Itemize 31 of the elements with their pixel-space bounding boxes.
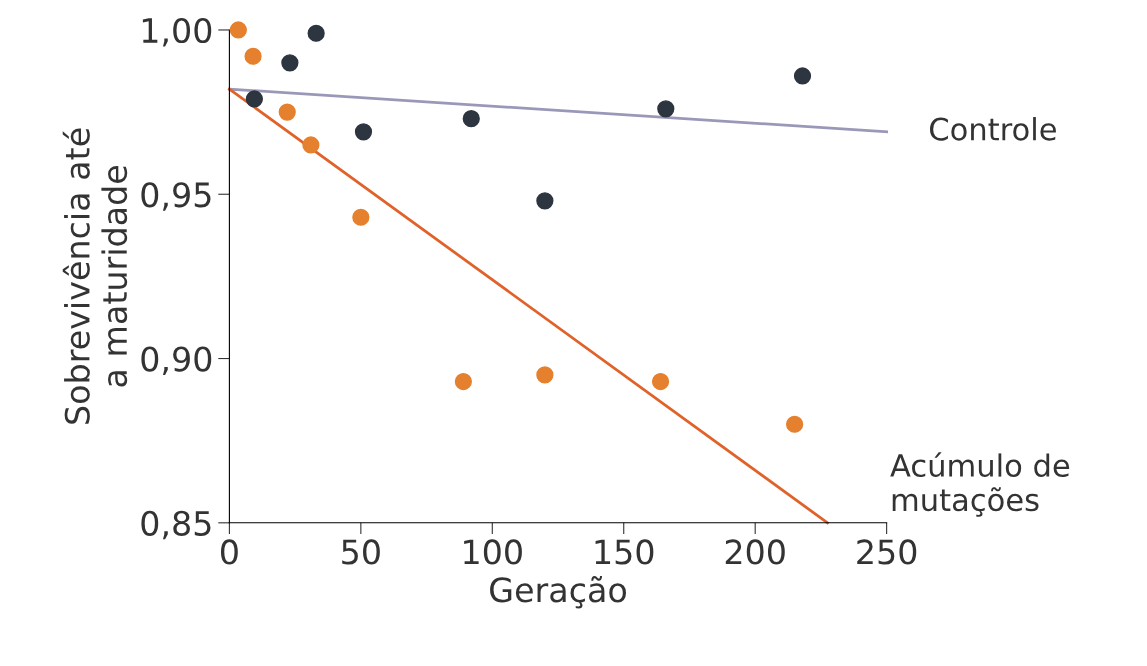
point xyxy=(793,67,812,85)
point xyxy=(302,136,320,154)
point xyxy=(354,123,373,141)
point xyxy=(536,366,554,384)
y-tick-label: 0,90 xyxy=(141,346,212,376)
point xyxy=(462,110,480,128)
x-tick-label: 200 xyxy=(725,539,785,565)
text: Acúmulo de mutações xyxy=(890,452,1070,517)
point xyxy=(536,192,554,210)
point xyxy=(352,208,370,226)
x-tick-label: 150 xyxy=(595,539,654,565)
point xyxy=(278,103,296,121)
point xyxy=(244,47,262,65)
point xyxy=(657,100,675,118)
point xyxy=(651,372,670,391)
y-tick-label: 0,95 xyxy=(141,182,211,211)
x-tick-label: 250 xyxy=(857,539,917,565)
y-tick-label: 1,00 xyxy=(142,17,212,47)
x-axis-title: Geração xyxy=(490,576,626,609)
series-label: Controle xyxy=(930,117,1056,141)
point xyxy=(229,21,247,39)
y-axis-title: Sobrevivência até a maturidade xyxy=(62,128,128,424)
point xyxy=(245,90,263,108)
x-tick-label: 0 xyxy=(220,539,238,565)
y-tick-label: 0,85 xyxy=(141,510,211,540)
x-tick-label: 50 xyxy=(342,539,380,565)
point xyxy=(786,415,804,433)
point xyxy=(281,54,299,72)
x-tick-label: 100 xyxy=(464,539,522,565)
point xyxy=(454,372,472,391)
point xyxy=(307,24,325,42)
